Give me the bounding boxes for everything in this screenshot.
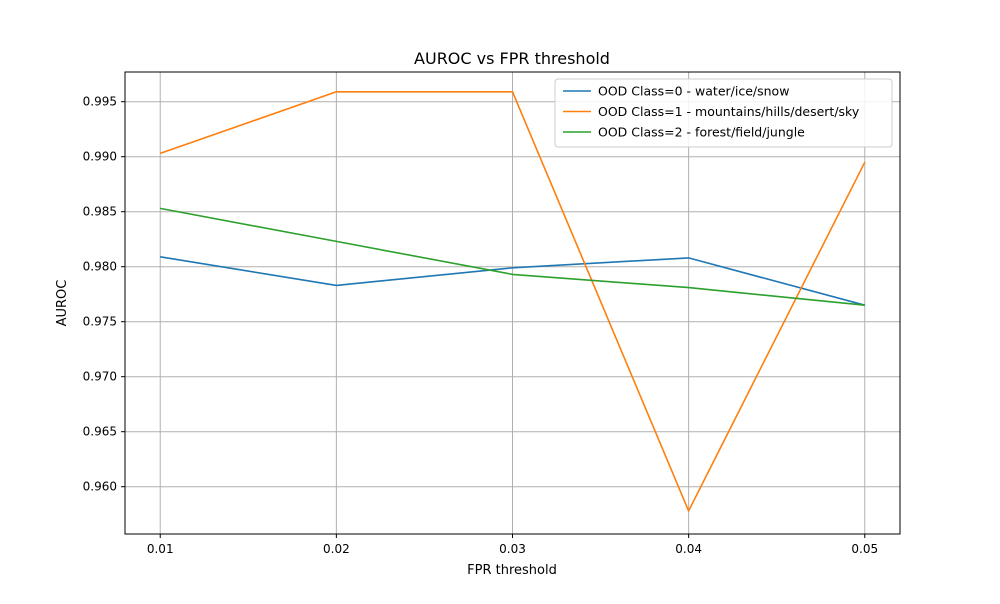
x-axis-label: FPR threshold [467,563,557,578]
y-tick-label: 0.990 [83,150,117,164]
legend-label: OOD Class=0 - water/ice/snow [598,84,789,99]
y-axis-label: AUROC [55,280,70,327]
y-tick-label: 0.965 [83,425,117,439]
chart-title: AUROC vs FPR threshold [414,49,610,68]
y-tick-label: 0.975 [83,315,117,329]
y-tick-label: 0.980 [83,260,117,274]
series-line-2 [160,207,865,306]
x-tick-label: 0.01 [147,542,174,556]
series-line-1 [159,91,866,512]
y-tick-label: 0.995 [83,95,117,109]
legend-box [554,78,893,148]
x-tick-label: 0.04 [675,542,702,556]
legend-label: OOD Class=1 - mountains/hills/desert/sky [598,104,860,119]
x-tick-label: 0.02 [323,542,350,556]
legend-label: OOD Class=2 - forest/field/jungle [598,125,805,140]
series-line-0 [160,256,866,306]
y-axis-ticks: 0.960 0.965 0.970 0.975 0.980 0.985 0.990 0.995 [83,95,125,494]
series-lines [159,91,866,512]
y-tick-label: 0.970 [83,370,117,384]
x-tick-label: 0.03 [499,542,526,556]
x-axis-ticks: 0.01 0.02 0.03 0.04 0.05 [147,534,878,556]
legend: OOD Class=0 - water/ice/snow OOD Class=1 … [554,78,893,148]
x-tick-label: 0.05 [851,542,878,556]
y-tick-label: 0.985 [83,205,117,219]
y-tick-label: 0.960 [83,480,117,494]
